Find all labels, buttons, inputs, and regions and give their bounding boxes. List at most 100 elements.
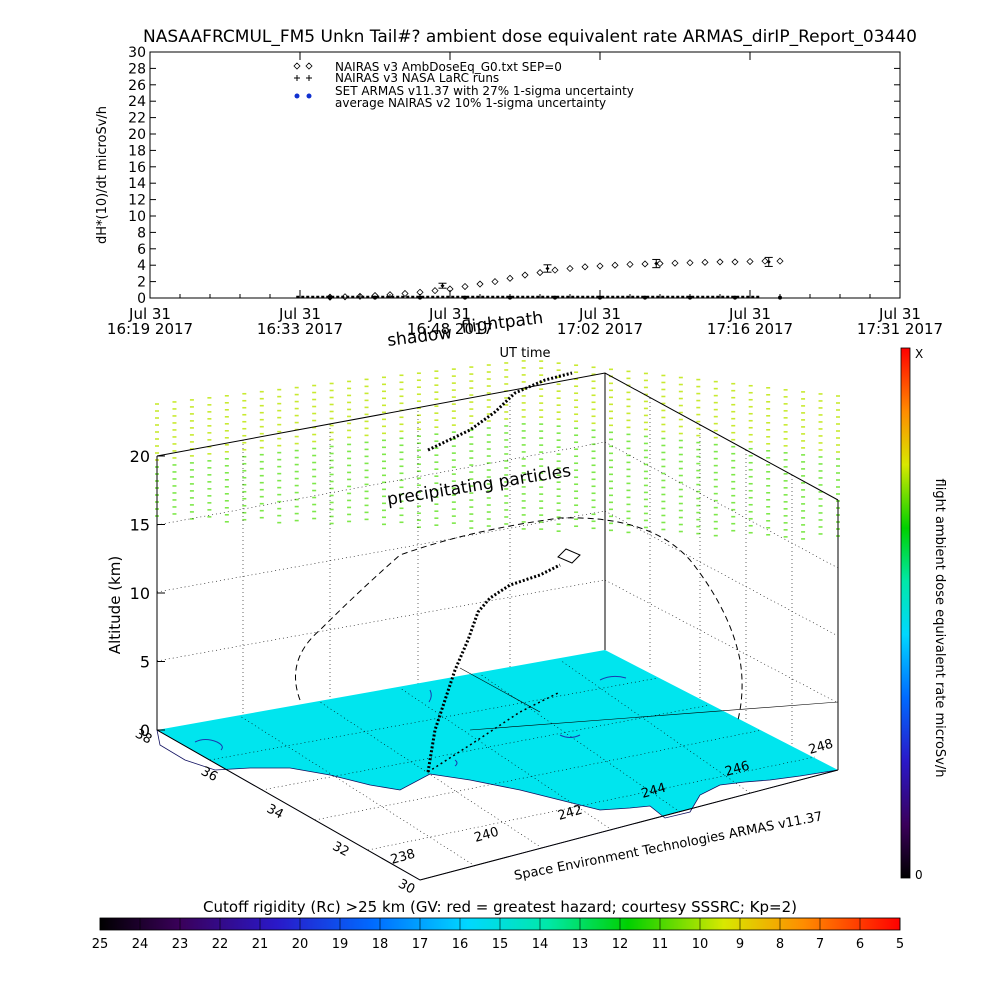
data-point-nairas-v3 [491,278,499,286]
rigidity-tick-label: 11 [652,937,669,952]
y-tick-label: 12 [128,193,146,209]
data-point-nairas-v3 [656,259,664,268]
data-point-nairas-v3 [701,258,709,266]
top-panel: dH*(10)/dt microSv/h 0246810121416182022… [95,45,943,361]
dose-colorbar: X 0 flight ambient dose equivalent rate … [900,347,947,882]
dose-colorbar-gradient [900,347,911,879]
dose-colorbar-label: flight ambient dose equivalent rate micr… [932,479,947,778]
legend-entry-nairas-v3-larc: NAIRAS v3 NASA LaRC runs [335,71,499,85]
rigidity-tick-label: 14 [532,937,549,952]
y-tick-label: 16 [128,160,146,176]
rigidity-tick-label: 13 [572,937,589,952]
y-tick-label: 18 [128,143,146,159]
altitude-tick-label: 0 [140,721,150,740]
y-tick-label: 24 [128,94,146,110]
rigidity-tick-label: 25 [92,937,109,952]
rigidity-tick-label: 15 [492,937,509,952]
rigidity-tick-label: 5 [896,937,904,952]
x-tick-time: 17:16 2017 [707,320,793,338]
x-tick-time: 16:19 2017 [107,320,193,338]
rigidity-colorbar-title: Cutoff rigidity (Rc) >25 km (GV: red = g… [203,898,797,916]
data-point-nairas-v3 [461,282,469,291]
rigidity-tick-label: 9 [736,937,744,952]
longitude-tick-label: 244 [640,781,668,802]
legend: NAIRAS v3 AmbDoseEq_G0.txt SEP=0 NAIRAS … [293,60,634,110]
data-point-nairas-v3 [431,287,439,295]
shadow-path [295,517,743,721]
x-tick-time: 17:02 2017 [557,320,643,338]
label-shadow: shadow [386,323,453,351]
map-lines [459,667,839,731]
x-tick-date: Jul 31 [578,305,621,323]
map-land [156,729,839,881]
y-tick-label: 28 [128,61,146,77]
altitude-ticks: 0 5 10 15 20 [130,447,165,740]
flightpath-3d-panel: 0 5 10 15 20 Altitude (km) 38 36 34 32 30 238 240… [106,308,840,898]
legend-entry-nairas-v2-average: average NAIRAS v2 10% 1-sigma uncertaint… [335,96,606,110]
latitude-tick-label: 30 [396,877,418,898]
y-axis-label: dH*(10)/dt microSv/h [95,106,110,244]
altitude-axis-label: Altitude (km) [106,556,124,654]
latitude-ticks: 38 36 34 32 30 [133,727,418,898]
floor-grid [209,659,816,867]
data-point-nairas-v3 [476,280,484,288]
chart-title: NASAAFRCMUL_FM5 Unkn Tail#? ambient dose… [143,27,917,47]
data-point-nairas-v3 [401,289,409,298]
rigidity-tick-label: 8 [776,937,784,952]
y-tick-label: 22 [128,111,146,127]
data-point-nairas-v3 [506,274,514,282]
altitude-tick-label: 10 [130,584,150,603]
legend-marker-plus [294,75,312,81]
top-plot-frame [149,51,901,299]
data-point-nairas-v2 [766,259,771,264]
box-back-edges [156,372,839,770]
y-tick-label: 26 [128,78,146,94]
longitude-tick-label: 238 [389,847,417,868]
x-axis-label: UT time [500,346,551,361]
box-floor-edges [156,729,839,881]
altitude-tick-label: 5 [140,653,150,672]
x-tick-date: Jul 31 [728,305,771,323]
y-tick-label: 0 [137,291,146,307]
data-point-nairas-v3 [731,258,739,266]
y-tick-label: 6 [137,242,146,258]
rigidity-tick-label: 19 [332,937,349,952]
data-point-nairas-v3 [581,263,589,271]
y-tick-label: 30 [128,45,146,61]
y-tick-label: 14 [128,176,146,192]
dose-colorbar-max: X [915,347,923,361]
label-precipitating-particles: precipitating particles [386,461,573,510]
data-point-nairas-v3 [386,291,394,299]
longitude-tick-label: 242 [556,803,584,824]
data-point-armas [778,295,782,300]
latitude-tick-label: 34 [264,802,286,823]
longitude-tick-label: 246 [723,759,751,780]
rigidity-tick-label: 17 [412,937,429,952]
rigidity-tick-label: 6 [856,937,864,952]
y-tick-label: 20 [128,127,146,143]
data-point-nairas-v3 [521,271,529,279]
x-tick-date: Jul 31 [428,305,471,323]
rigidity-tick-label: 23 [172,937,189,952]
back-wall-grid [156,390,839,745]
data-point-nairas-v2 [545,266,550,271]
aircraft-marker [557,548,581,564]
y-tick-label: 4 [137,258,146,274]
legend-marker-dot [294,93,312,99]
rigidity-colorbar: Cutoff rigidity (Rc) >25 km (GV: red = g… [92,898,904,952]
rigidity-tick-label: 21 [252,937,269,952]
y-tick-label: 8 [137,225,146,241]
legend-entry-nairas-v3-sep: NAIRAS v3 AmbDoseEq_G0.txt SEP=0 [335,60,562,74]
latitude-tick-label: 32 [330,839,352,860]
rigidity-tick-label: 10 [692,937,709,952]
data-point-nairas-v3 [776,257,784,265]
x-tick-time: 16:48 2017 [407,320,493,338]
data-point-nairas-v3 [671,259,679,267]
rigidity-tick-label: 20 [292,937,309,952]
map-features [194,675,627,767]
data-point-nairas-v3 [596,262,604,270]
data-point-nairas-v3 [611,261,619,269]
